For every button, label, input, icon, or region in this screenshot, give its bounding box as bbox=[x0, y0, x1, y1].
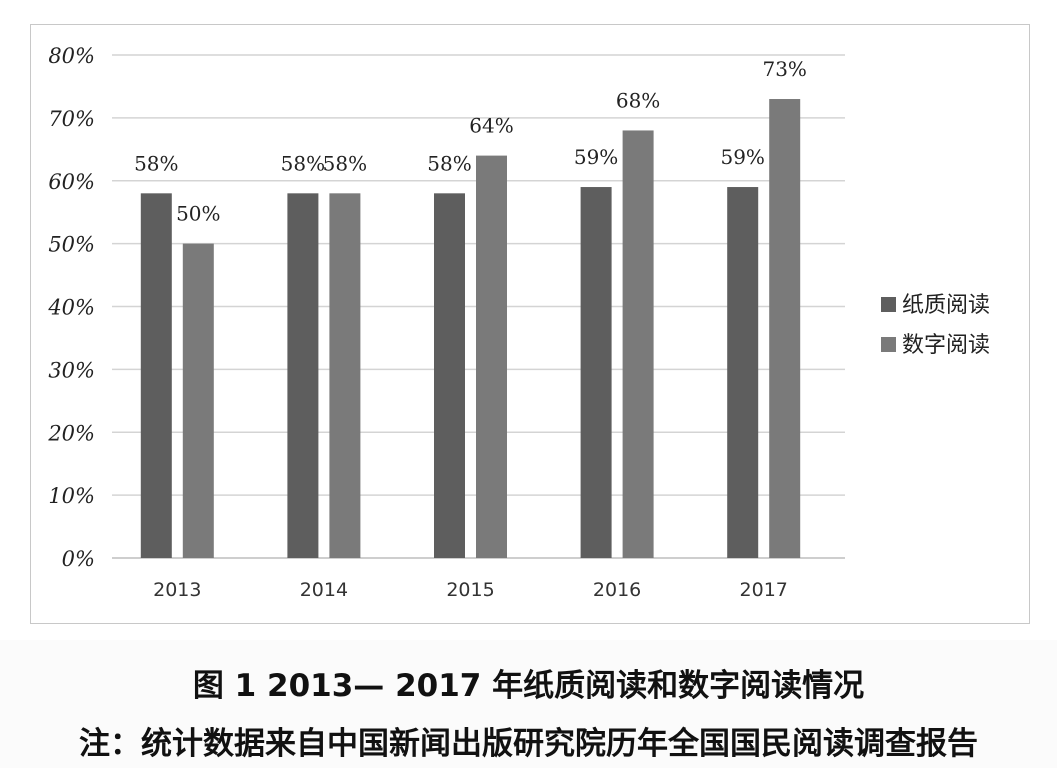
y-tick-label: 10% bbox=[48, 484, 95, 508]
bar bbox=[329, 193, 361, 558]
x-tick-label: 2014 bbox=[300, 579, 348, 601]
y-axis-ticks: 0% 10% 20% 30% 40% 50% 60% 70% 80% bbox=[47, 44, 95, 571]
bar bbox=[476, 155, 507, 558]
x-tick-label: 2015 bbox=[446, 579, 494, 601]
x-tick-label: 2016 bbox=[593, 579, 641, 601]
y-tick-label: 40% bbox=[47, 296, 95, 320]
bar bbox=[182, 243, 214, 558]
data-label: 58% bbox=[281, 151, 325, 175]
legend-swatch bbox=[881, 297, 896, 312]
figure-note: 注：统计数据来自中国新闻出版研究院历年全国国民阅读调查报告 bbox=[79, 726, 978, 762]
bar-chart: 0%10%20%30%40%50%60%70%80% 58%50%58%58% 5… bbox=[47, 44, 990, 601]
y-tick-label: 70% bbox=[48, 107, 95, 131]
bar bbox=[287, 193, 319, 558]
bar bbox=[622, 130, 654, 558]
bar bbox=[727, 187, 759, 558]
y-tick-label: 20% bbox=[47, 421, 95, 445]
data-label: 58% bbox=[323, 151, 367, 175]
y-tick-label: 30% bbox=[48, 358, 95, 382]
legend-swatch bbox=[881, 337, 896, 352]
legend-label: 纸质阅读 bbox=[902, 293, 990, 318]
x-axis-ticks: 2013 2014 2015 2016 2017 bbox=[153, 579, 788, 601]
y-tick-label: 0% bbox=[62, 547, 95, 571]
y-tick-label: 50% bbox=[48, 233, 95, 257]
data-labels: 58%50%58%58% 58%64%59%68%59%73% bbox=[134, 57, 807, 226]
bar bbox=[769, 99, 801, 558]
data-label: 73% bbox=[762, 57, 806, 81]
y-tick-label: 80% bbox=[48, 44, 95, 68]
data-label: 50% bbox=[176, 202, 220, 226]
legend-label: 数字阅读 bbox=[902, 333, 990, 358]
caption-background bbox=[0, 640, 1057, 768]
data-label: 59% bbox=[720, 145, 764, 169]
figure-caption: 图 1 2013— 2017 年纸质阅读和数字阅读情况 bbox=[192, 668, 865, 704]
data-label: 64% bbox=[469, 114, 513, 138]
data-label: 58% bbox=[134, 151, 178, 175]
y-tick-label: 60% bbox=[48, 170, 95, 194]
x-tick-label: 2017 bbox=[740, 579, 788, 601]
data-label: 58% bbox=[427, 151, 471, 175]
bar bbox=[140, 193, 172, 558]
bar bbox=[580, 187, 612, 558]
data-label: 59% bbox=[574, 145, 618, 169]
bar bbox=[434, 193, 465, 558]
bars bbox=[140, 99, 801, 558]
x-tick-label: 2013 bbox=[153, 579, 201, 601]
data-label: 68% bbox=[616, 88, 660, 112]
